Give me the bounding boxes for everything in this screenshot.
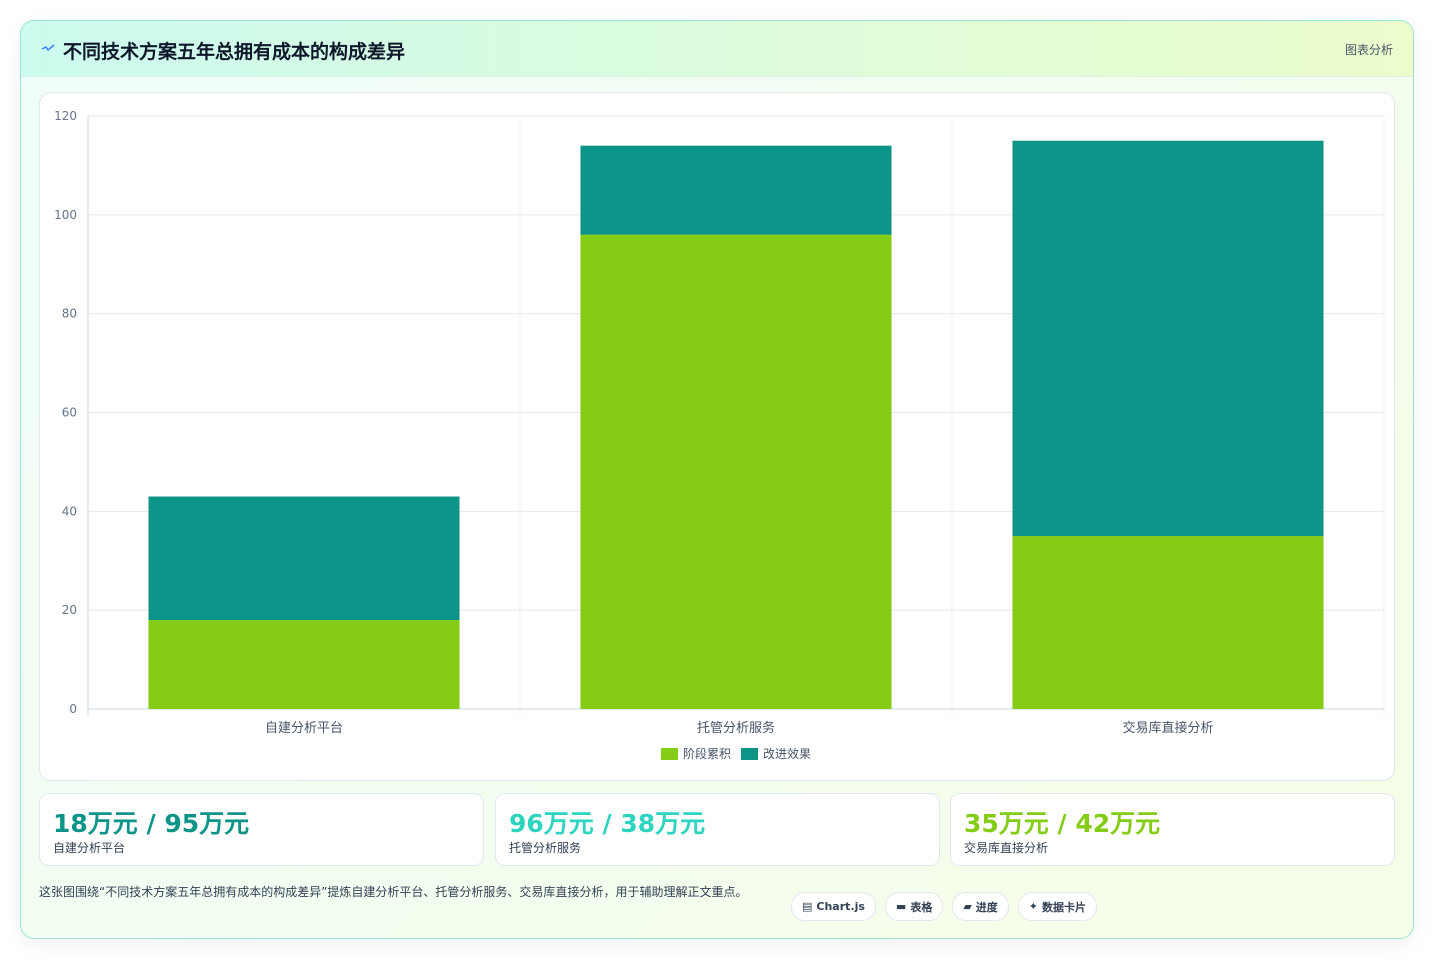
y-tick-label: 100 <box>54 208 77 222</box>
chip-label: Chart.js <box>816 900 865 913</box>
y-tick-label: 0 <box>69 702 77 716</box>
icon: ▬ <box>895 900 907 913</box>
y-tick-label: 120 <box>54 109 77 123</box>
legend-label: 阶段累积 <box>683 746 731 761</box>
x-tick-label: 托管分析服务 <box>697 720 775 736</box>
kpi-label: 交易库直接分析 <box>964 841 1049 855</box>
chip-label: 表格 <box>910 900 933 914</box>
bar-segment <box>580 234 892 709</box>
icon: ▤ <box>802 900 813 913</box>
icon: ▰ <box>963 900 972 913</box>
icon: ✦ <box>1028 900 1039 913</box>
footer-text: 这张图围绕“不同技术方案五年总拥有成本的构成差异”提炼自建分析平台、托管分析服务… <box>39 885 748 899</box>
chart-panel: 0 20 40 60 80 100 120 自建分析平台 托管分析服务 交易库直接分析阶段累积 改进… <box>39 92 1395 781</box>
bar-segment <box>580 145 892 235</box>
icon <box>41 44 55 52</box>
kpi-card: 96万元 / 38万元 托管分析服务 <box>495 793 940 866</box>
legend-swatch <box>660 748 678 760</box>
y-tick-label: 20 <box>62 603 77 617</box>
chip-label: 数据卡片 <box>1042 900 1087 914</box>
chip-label: 进度 <box>975 900 998 914</box>
bar-segment <box>148 620 460 709</box>
legend-label: 改进效果 <box>763 746 811 761</box>
kpi-card: 35万元 / 42万元 交易库直接分析 <box>950 793 1395 866</box>
chip[interactable]: ▰ 进度 <box>952 892 1009 921</box>
x-tick-label: 交易库直接分析 <box>1122 720 1213 736</box>
legend-swatch <box>741 748 758 760</box>
header: 不同技术方案五年总拥有成本的构成差异 图表分析 <box>21 21 1413 77</box>
chip[interactable]: ✦ 数据卡片 <box>1017 892 1098 921</box>
bar-segment <box>1012 536 1324 709</box>
y-tick-label: 60 <box>62 406 77 420</box>
kpi-label: 自建分析平台 <box>53 841 126 855</box>
kpi-value: 35万元 / 42万元 <box>964 809 1161 838</box>
kpi-card: 18万元 / 95万元 自建分析平台 <box>39 793 484 866</box>
chip[interactable]: ▤ Chart.js <box>791 892 876 921</box>
y-tick-label: 80 <box>62 307 77 321</box>
x-tick-label: 自建分析平台 <box>265 721 343 736</box>
chip[interactable]: ▬ 表格 <box>884 892 944 921</box>
tag: 图表分析 <box>1344 43 1393 57</box>
title: 不同技术方案五年总拥有成本的构成差异 <box>63 41 406 63</box>
y-tick-label: 40 <box>62 504 77 518</box>
kpi-value: 96万元 / 38万元 <box>509 809 706 838</box>
chips: ▤ Chart.js ▬ 表格 ▰ 进度 ✦ 数据卡片 <box>791 892 1098 921</box>
card: 不同技术方案五年总拥有成本的构成差异 图表分析 0 20 40 60 80 100 120 自… <box>20 20 1414 939</box>
kpi-value: 18万元 / 95万元 <box>53 809 250 838</box>
bar-segment <box>148 496 460 621</box>
bar-segment <box>1012 140 1324 537</box>
kpi-label: 托管分析服务 <box>509 841 582 855</box>
